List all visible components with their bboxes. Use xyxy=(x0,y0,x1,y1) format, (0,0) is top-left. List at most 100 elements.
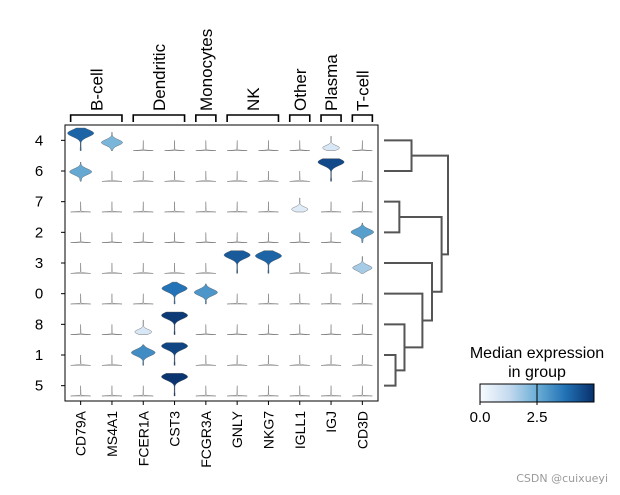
violin-0-NKG7 xyxy=(258,293,279,305)
violin-8-MS4A1 xyxy=(101,324,122,335)
violin-0-MS4A1 xyxy=(101,293,122,305)
violin-7-CD3D xyxy=(352,201,373,213)
watermark-text: CSDN @cuixueyi xyxy=(516,472,608,485)
y-tick-label-7: 7 xyxy=(35,194,43,211)
violin-1-NKG7 xyxy=(258,354,279,366)
group-bracket-t-cell xyxy=(351,114,374,122)
violin-6-IGJ xyxy=(317,158,345,182)
violin-3-GNLY xyxy=(223,250,251,274)
violin-5-IGJ xyxy=(321,385,342,397)
x-tick-label-FCER1A: FCER1A xyxy=(135,410,151,466)
group-bracket-dendritic xyxy=(132,114,186,122)
violin-6-CD3D xyxy=(352,170,373,182)
violin-0-CST3 xyxy=(161,281,188,305)
violin-1-FCGR3A xyxy=(195,354,216,366)
x-tick-label-NKG7: NKG7 xyxy=(260,411,276,449)
group-bracket-plasma xyxy=(320,114,342,122)
violin-6-CD79A xyxy=(69,162,92,182)
violin-1-FCER1A xyxy=(131,344,156,366)
violin-5-NKG7 xyxy=(258,385,279,397)
violin-0-CD3D xyxy=(352,293,373,305)
violin-5-CST3 xyxy=(161,373,188,397)
violin-6-MS4A1 xyxy=(101,170,122,182)
violin-8-NKG7 xyxy=(258,324,279,335)
dendrogram-branch xyxy=(411,154,449,256)
colorbar-title-line1: Median expression xyxy=(470,345,604,362)
x-tick-label-MS4A1: MS4A1 xyxy=(104,411,120,457)
violin-7-GNLY xyxy=(227,201,248,213)
y-tick-label-4: 4 xyxy=(35,132,43,149)
violin-6-NKG7 xyxy=(258,170,279,182)
y-tick-label-3: 3 xyxy=(35,255,43,272)
group-label-dendritic: Dendritic xyxy=(150,43,169,111)
violin-7-IGLL1 xyxy=(291,197,309,213)
violin-6-FCER1A xyxy=(133,170,154,182)
violin-2-CST3 xyxy=(164,232,185,243)
x-tick-label-CD3D: CD3D xyxy=(354,411,370,449)
violin-0-FCGR3A xyxy=(193,283,218,305)
violin-5-CD3D xyxy=(352,385,373,397)
group-label-other: Other xyxy=(291,68,310,111)
colorbar-tick-label: 0.0 xyxy=(470,409,491,426)
violin-2-FCGR3A xyxy=(195,232,216,243)
violin-5-IGLL1 xyxy=(289,385,310,397)
violin-3-MS4A1 xyxy=(101,262,122,274)
violin-0-GNLY xyxy=(227,293,248,305)
group-label-plasma: Plasma xyxy=(322,54,341,111)
dendrogram-branch xyxy=(384,139,413,172)
dendrogram-branch xyxy=(384,292,424,349)
violin-3-IGJ xyxy=(321,262,342,274)
violin-7-CST3 xyxy=(164,201,185,213)
violin-1-IGLL1 xyxy=(289,354,310,366)
violin-8-GNLY xyxy=(227,324,248,335)
violins xyxy=(67,127,374,397)
violin-6-CST3 xyxy=(164,170,185,182)
violin-2-CD79A xyxy=(70,232,91,243)
group-label-monocytes: Monocytes xyxy=(197,29,216,111)
y-tick-label-5: 5 xyxy=(35,378,43,395)
violin-8-FCER1A xyxy=(134,319,152,335)
violin-2-NKG7 xyxy=(258,232,279,243)
dendrogram-branch xyxy=(399,216,443,293)
dendrogram-branch xyxy=(384,323,406,372)
violin-7-CD79A xyxy=(70,201,91,213)
x-tick-label-CST3: CST3 xyxy=(167,411,183,447)
violin-3-IGLL1 xyxy=(289,262,310,274)
colorbar-title-line2: in group xyxy=(508,364,566,381)
violin-4-CD3D xyxy=(352,140,373,151)
violin-1-CST3 xyxy=(161,342,188,366)
violin-4-NKG7 xyxy=(258,140,279,151)
group-label-b-cell: B-cell xyxy=(87,68,106,111)
violin-5-FCGR3A xyxy=(195,385,216,397)
violin-8-FCGR3A xyxy=(195,324,216,335)
violin-8-CST3 xyxy=(161,311,188,335)
violin-2-FCER1A xyxy=(133,232,154,243)
violin-5-MS4A1 xyxy=(101,385,122,397)
violin-0-FCER1A xyxy=(133,293,154,305)
x-tick-label-IGJ: IGJ xyxy=(323,411,339,433)
x-tick-label-IGLL1: IGLL1 xyxy=(292,411,308,449)
violin-7-FCER1A xyxy=(133,201,154,213)
y-tick-label-6: 6 xyxy=(35,163,43,180)
violin-0-IGJ xyxy=(321,293,342,305)
violin-4-IGJ xyxy=(322,135,340,151)
violin-3-NKG7 xyxy=(255,250,282,274)
x-tick-label-GNLY: GNLY xyxy=(229,410,245,448)
dendrogram-branch xyxy=(384,200,401,234)
violin-7-IGJ xyxy=(321,201,342,213)
group-bracket-b-cell xyxy=(69,114,123,122)
group-label-t-cell: T-cell xyxy=(353,70,372,111)
violin-3-CD3D xyxy=(352,256,373,274)
x-tick-label-CD79A: CD79A xyxy=(73,410,89,456)
y-tick-label-0: 0 xyxy=(35,286,43,303)
group-label-nk: NK xyxy=(244,87,263,111)
violin-8-IGLL1 xyxy=(289,324,310,335)
violin-3-FCER1A xyxy=(133,262,154,274)
violin-7-FCGR3A xyxy=(195,201,216,213)
violin-6-FCGR3A xyxy=(195,170,216,182)
violin-3-CD79A xyxy=(70,262,91,274)
y-tick-label-2: 2 xyxy=(35,224,43,241)
violin-7-MS4A1 xyxy=(101,201,122,213)
violin-6-IGLL1 xyxy=(289,170,310,182)
